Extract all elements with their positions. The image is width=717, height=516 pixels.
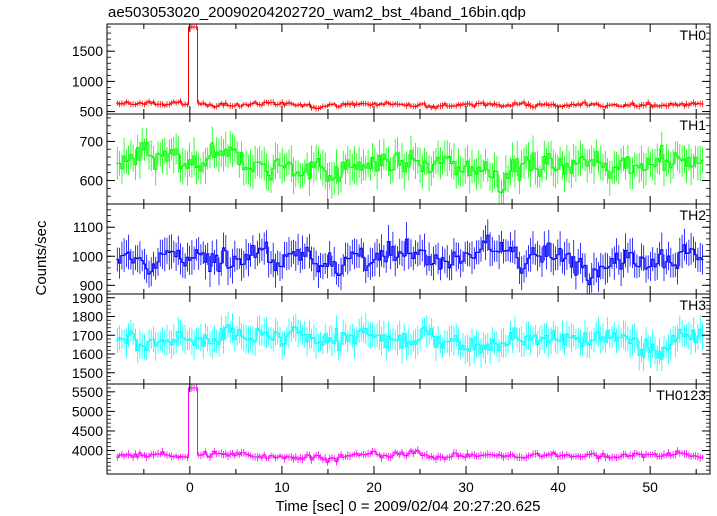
y-tick-label: 5500 [72, 384, 103, 400]
panel-th1: 600 700 TH1 [80, 113, 711, 205]
error-bars [116, 219, 703, 294]
panel-th3: 1500 1600 1700 1800 1900 TH3 [72, 290, 711, 385]
series-line [116, 387, 704, 463]
series-line [116, 142, 704, 193]
chart-title: ae503053020_20090204202720_wam2_bst_4ban… [108, 4, 526, 21]
x-tick-label: 40 [550, 479, 566, 495]
series-th1 [116, 126, 704, 204]
panel-label: TH0 [680, 27, 707, 43]
x-tick-label: 10 [274, 479, 290, 495]
series-th3 [116, 312, 704, 372]
y-tick-label: 1100 [73, 219, 103, 235]
panel-frame [106, 383, 711, 475]
y-tick-label: 1700 [72, 327, 103, 343]
x-tick-label: 20 [366, 479, 382, 495]
panels: 500 1000 1500 TH0 600 700 TH1 900 1000 1100 TH2 150… [72, 23, 711, 475]
y-tick-label: 4000 [72, 443, 103, 459]
y-tick-label: 1600 [72, 346, 103, 362]
panel-th0: 500 1000 1500 TH0 [72, 23, 711, 120]
panel-label: TH0123 [656, 387, 706, 403]
x-tick-label: 50 [642, 479, 658, 495]
panel-th0123: 4000 4500 5000 5500 TH0123 [72, 383, 711, 475]
y-tick-label: 5000 [72, 403, 103, 419]
y-tick-label: 500 [80, 104, 104, 120]
y-tick-label: 1500 [72, 365, 103, 381]
error-bars [116, 24, 703, 112]
series-th0 [116, 24, 704, 112]
y-tick-label: 1000 [72, 73, 103, 89]
x-tick-label: 30 [458, 479, 474, 495]
series-line [116, 26, 704, 109]
x-tick-label: 0 [186, 479, 194, 495]
series-line [116, 324, 704, 360]
panel-label: TH3 [680, 297, 707, 313]
x-axis: 0 10 20 30 40 50 [186, 479, 658, 495]
series-th2 [116, 219, 704, 294]
y-tick-label: 900 [80, 277, 104, 293]
series-th0123 [116, 384, 704, 466]
series-line [116, 234, 704, 286]
y-tick-label: 700 [80, 133, 104, 149]
y-tick-label: 4500 [72, 423, 103, 439]
y-tick-label: 1500 [72, 43, 103, 59]
y-tick-label: 600 [80, 173, 104, 189]
x-axis-label: Time [sec] 0 = 2009/02/04 20:27:20.625 [275, 498, 540, 515]
panel-label: TH2 [680, 207, 707, 223]
y-tick-label: 1800 [72, 309, 103, 325]
y-axis-label: Counts/sec [33, 220, 50, 296]
panel-th2: 900 1000 1100 TH2 [72, 203, 711, 295]
y-tick-label: 1000 [72, 248, 103, 264]
y-tick-label: 1900 [72, 290, 103, 306]
panel-label: TH1 [680, 117, 707, 133]
